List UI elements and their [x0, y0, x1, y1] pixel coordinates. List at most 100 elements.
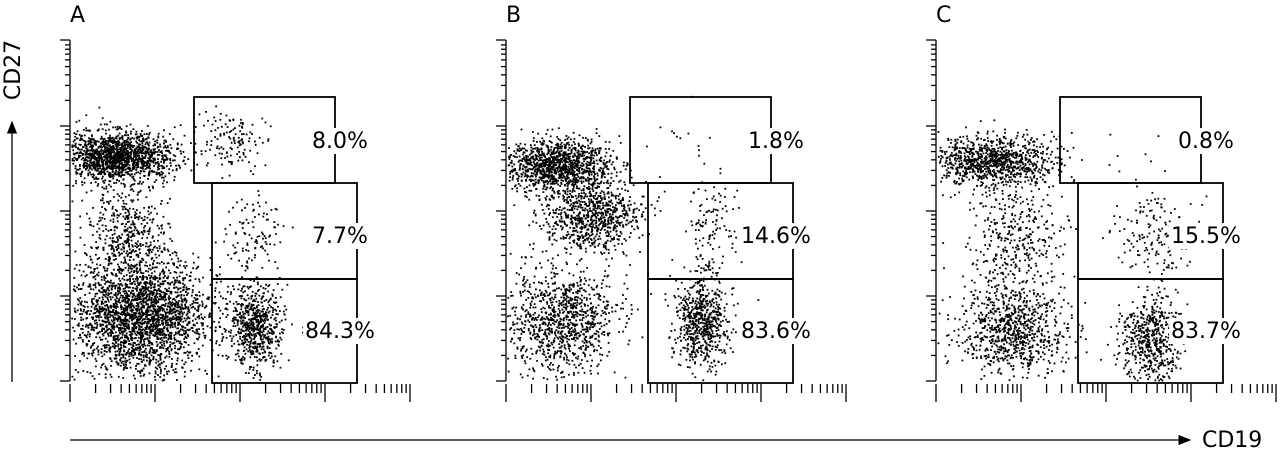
event-dot	[82, 310, 85, 313]
event-dot	[114, 298, 117, 301]
event-dot	[165, 334, 168, 336]
event-dot	[144, 330, 147, 333]
event-dot	[125, 305, 128, 308]
event-dot	[161, 339, 164, 342]
event-dot	[79, 144, 82, 146]
event-dot	[96, 157, 98, 160]
event-dot	[153, 260, 155, 262]
event-dot	[215, 281, 218, 284]
event-dot	[91, 375, 94, 377]
event-dot	[102, 293, 105, 296]
event-dot	[146, 161, 148, 164]
event-dot	[156, 141, 159, 144]
event-dot	[141, 276, 144, 279]
event-dot	[95, 299, 98, 302]
event-dot	[188, 288, 191, 290]
event-dot	[87, 143, 90, 146]
event-dot	[134, 295, 137, 298]
event-dot	[179, 311, 181, 313]
event-dot	[145, 141, 148, 144]
event-dot	[106, 368, 109, 371]
event-dot	[90, 189, 93, 192]
event-dot	[164, 154, 167, 157]
event-dot	[155, 299, 157, 302]
event-dot	[244, 333, 247, 335]
event-dot	[144, 264, 146, 267]
event-dot	[131, 250, 134, 253]
event-dot	[151, 294, 154, 297]
event-dot	[120, 152, 123, 154]
event-dot	[127, 214, 130, 217]
event-dot	[150, 275, 153, 277]
event-dot	[81, 148, 83, 151]
event-dot	[142, 335, 145, 337]
event-dot	[262, 315, 265, 318]
event-dot	[239, 359, 242, 362]
event-dot	[212, 301, 214, 304]
event-dot	[142, 286, 145, 288]
event-dot	[173, 334, 176, 337]
event-dot	[120, 248, 123, 251]
event-dot	[100, 348, 103, 350]
event-dot	[132, 318, 135, 320]
event-dot	[149, 291, 152, 294]
event-dot	[94, 168, 97, 171]
event-dot	[138, 328, 140, 331]
event-dot	[130, 148, 133, 151]
event-dot	[98, 216, 101, 219]
event-dot	[111, 159, 114, 162]
event-dot	[202, 293, 204, 296]
event-dot	[86, 301, 88, 304]
event-dot	[263, 341, 266, 344]
event-dot	[158, 363, 161, 366]
event-dot	[123, 349, 125, 352]
event-dot	[73, 285, 76, 288]
event-dot	[124, 144, 127, 147]
event-dot	[143, 226, 145, 229]
event-dot	[81, 328, 84, 330]
event-dot	[192, 252, 195, 255]
event-dot	[157, 145, 160, 148]
event-dot	[125, 334, 128, 337]
event-dot	[117, 363, 120, 366]
event-dot	[109, 229, 112, 231]
event-dot	[195, 332, 198, 335]
event-dot	[130, 156, 132, 159]
event-dot	[91, 168, 93, 171]
event-dot	[125, 286, 128, 288]
event-dot	[257, 290, 259, 292]
event-dot	[101, 143, 104, 146]
event-dot	[161, 317, 163, 319]
event-dot	[219, 317, 222, 320]
event-dot	[130, 223, 133, 226]
event-dot	[245, 348, 248, 351]
event-dot	[153, 157, 156, 160]
event-dot	[196, 332, 199, 335]
event-dot	[105, 168, 108, 170]
event-dot	[174, 323, 176, 326]
event-dot	[142, 272, 145, 275]
event-dot	[119, 147, 122, 149]
event-dot	[152, 292, 155, 295]
event-dot	[164, 280, 167, 282]
event-dot	[122, 178, 125, 181]
event-dot	[254, 307, 257, 310]
event-dot	[139, 288, 141, 291]
event-dot	[232, 285, 234, 287]
event-dot	[127, 286, 129, 289]
event-dot	[90, 173, 93, 176]
event-dot	[204, 305, 207, 308]
event-dot	[246, 343, 248, 346]
event-dot	[98, 159, 100, 162]
event-dot	[112, 221, 115, 223]
event-dot	[121, 233, 124, 236]
event-dot	[96, 303, 99, 306]
event-dot	[115, 360, 118, 363]
event-dot	[234, 325, 237, 328]
event-dot	[115, 137, 118, 140]
event-dot	[94, 295, 97, 298]
event-dot	[209, 315, 212, 318]
event-dot	[147, 254, 150, 257]
event-dot	[146, 282, 149, 284]
event-dot	[149, 280, 152, 283]
